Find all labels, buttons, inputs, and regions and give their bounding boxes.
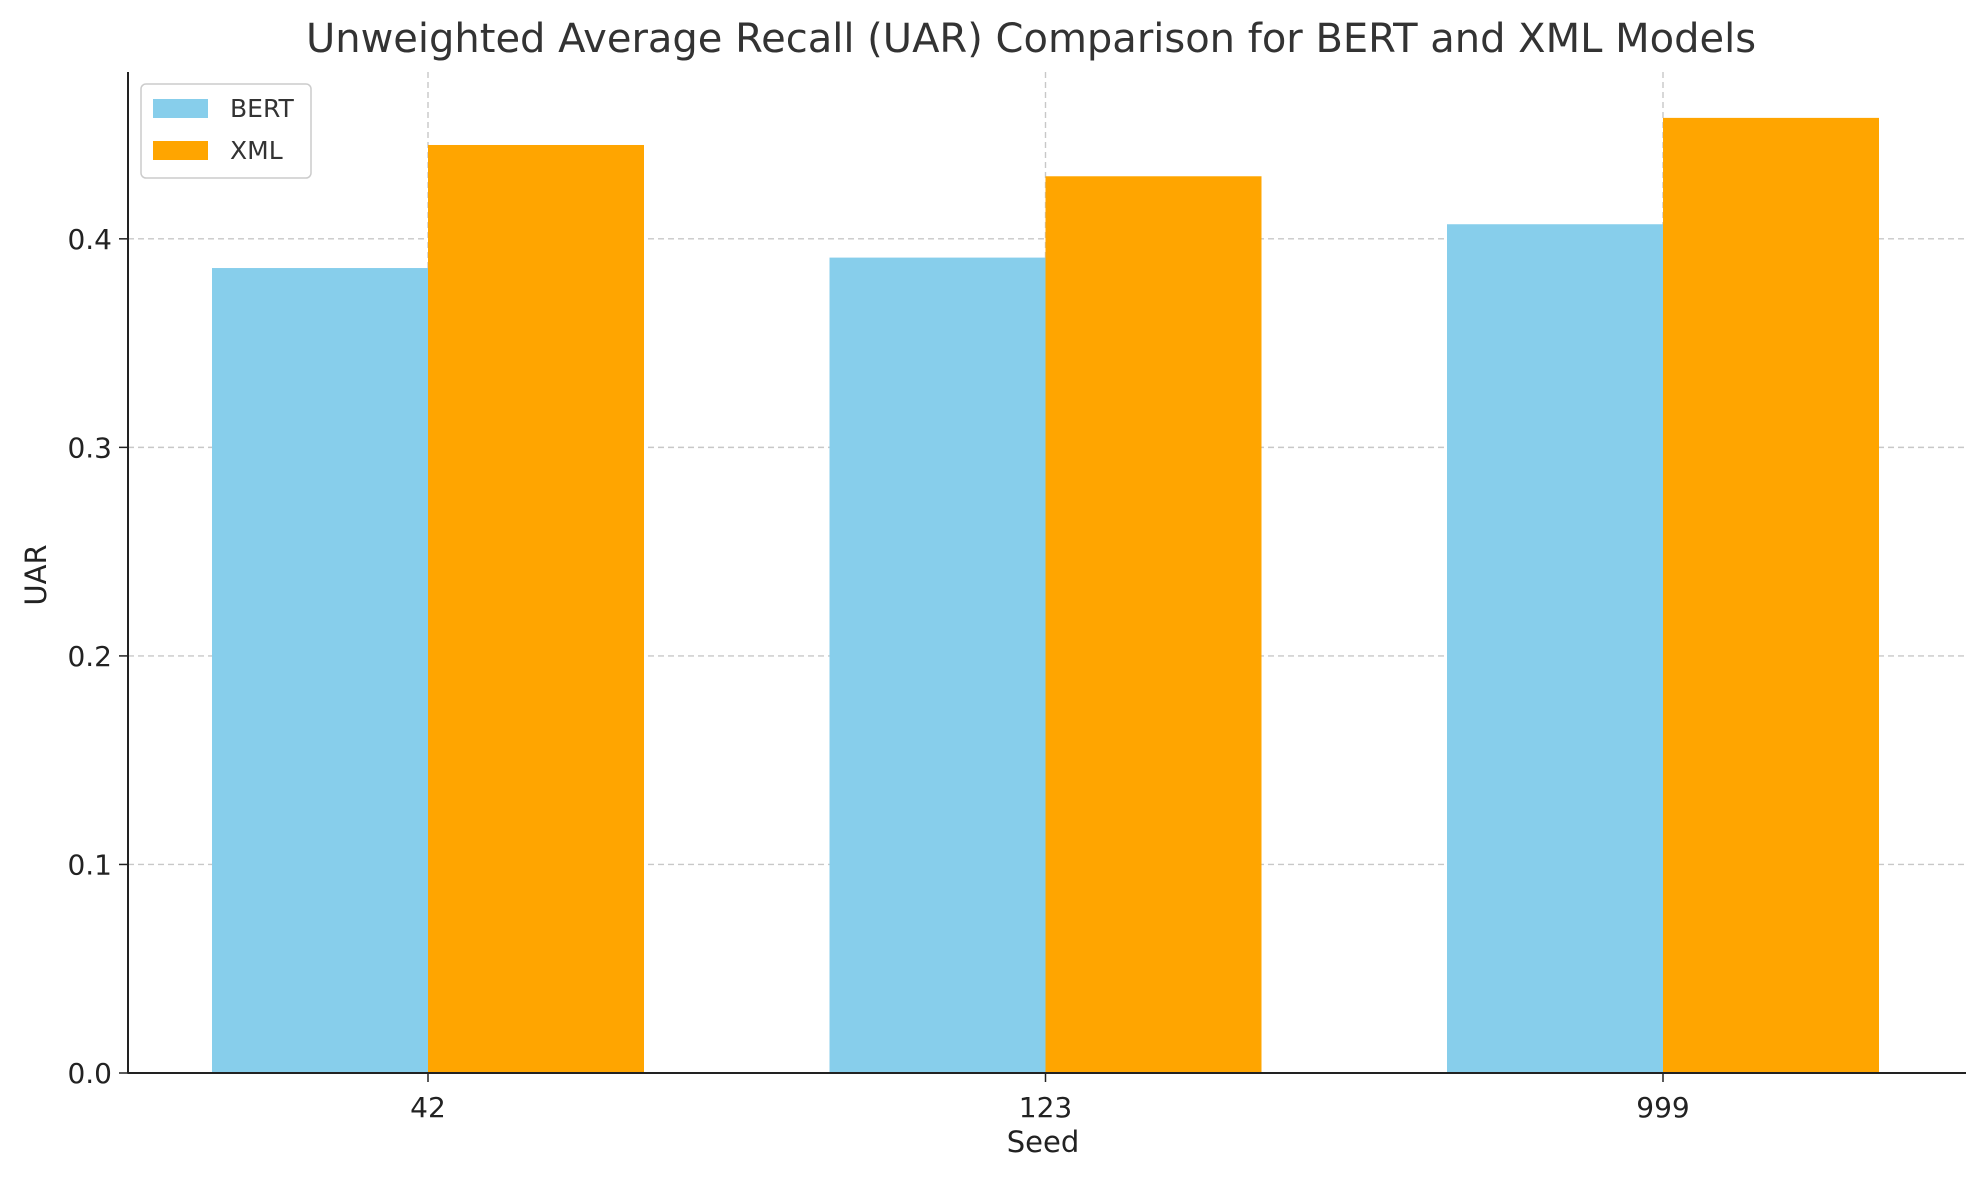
x-tick-label: 999: [1636, 1091, 1689, 1124]
y-axis-label: UAR: [19, 544, 53, 605]
bar-bert-123: [829, 257, 1046, 1074]
ticks: 0.0 0.1 0.2 0.3 0.4 42 123 999: [67, 223, 1689, 1124]
bar-xml-999: [1663, 117, 1879, 1074]
legend-swatch-bert: [153, 99, 208, 118]
bar-xml-42: [428, 144, 644, 1074]
legend-swatch-xml: [153, 141, 208, 160]
legend-label-xml: XML: [230, 136, 283, 165]
bars: [212, 117, 1879, 1074]
y-tick-label: 0.0: [67, 1057, 112, 1090]
legend-label-bert: BERT: [230, 94, 294, 123]
y-tick-label: 0.2: [67, 640, 112, 673]
bar-bert-999: [1447, 224, 1663, 1073]
x-axis-label: Seed: [1007, 1125, 1080, 1159]
chart-title: Unweighted Average Recall (UAR) Comparis…: [306, 16, 1756, 62]
bar-bert-42: [212, 268, 428, 1073]
x-tick-label: 123: [1019, 1091, 1072, 1124]
y-tick-label: 0.4: [67, 223, 112, 256]
legend: BERT XML: [140, 83, 312, 179]
x-tick-label: 42: [410, 1091, 446, 1124]
y-tick-label: 0.3: [67, 431, 112, 464]
bar-xml-123: [1045, 176, 1262, 1074]
y-tick-label: 0.1: [67, 848, 112, 881]
